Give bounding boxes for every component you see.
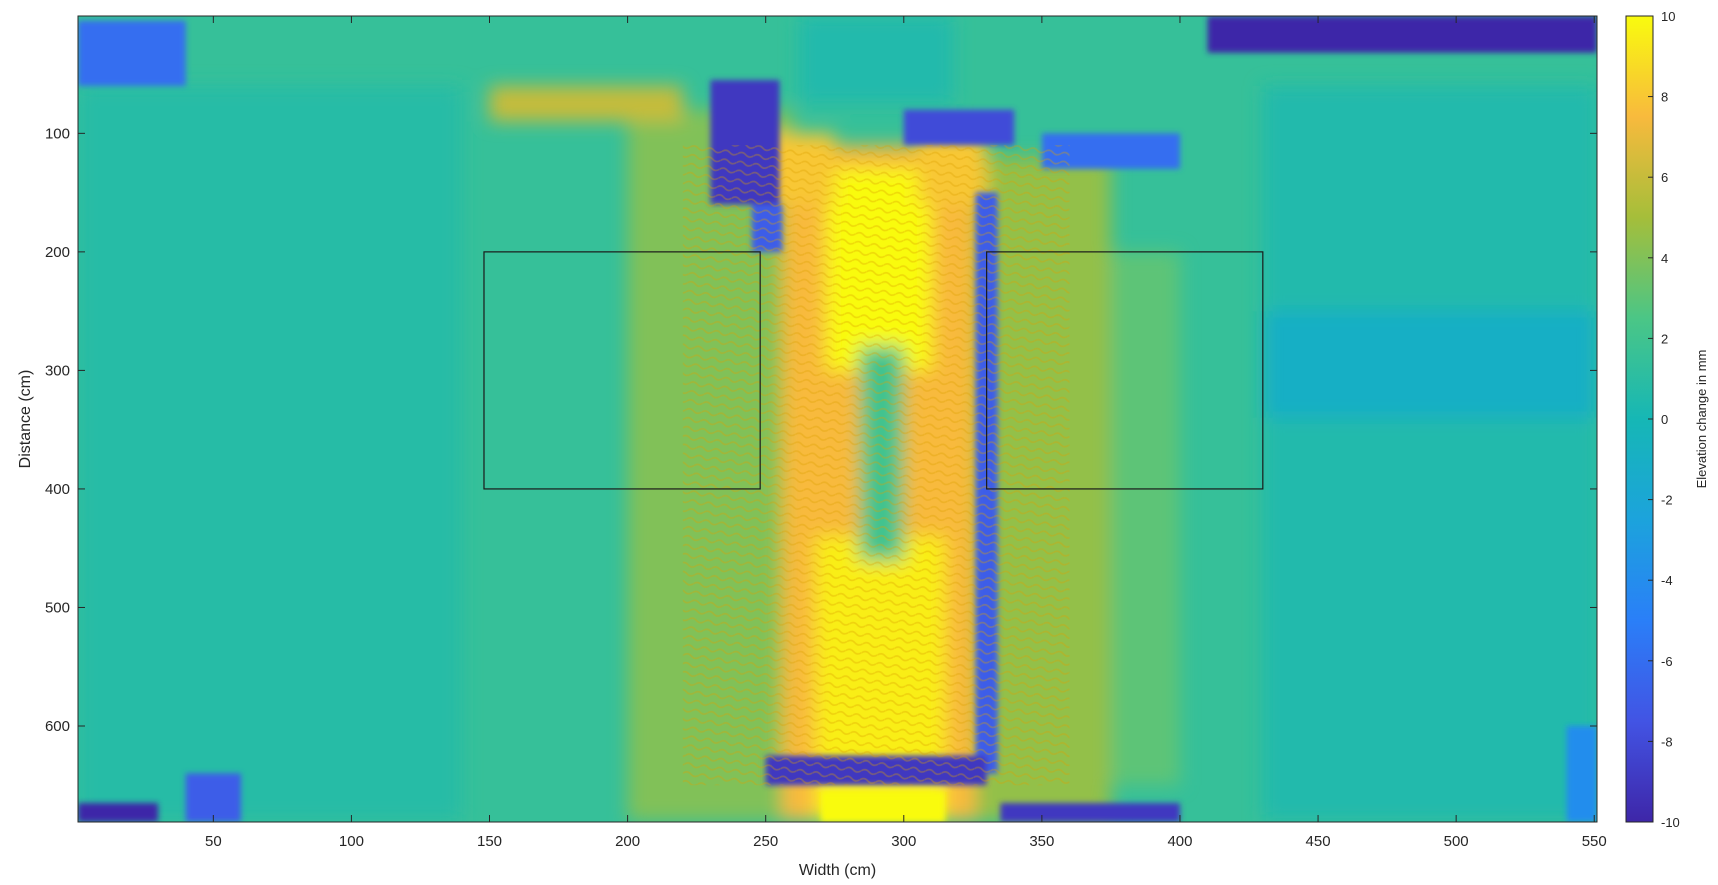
- colorbar-tick-label: -4: [1661, 573, 1673, 588]
- x-tick-label: 500: [1444, 833, 1469, 850]
- x-tick-label: 50: [205, 833, 222, 850]
- ripple-texture: [682, 145, 1070, 786]
- colorbar-ticks: -10 -8 -6 -4 -2 0 2 4 6 8 10: [1648, 9, 1680, 830]
- x-tick-label: 400: [1167, 833, 1192, 850]
- colorbar-tick-label: 8: [1661, 90, 1668, 105]
- x-tick-label: 250: [753, 833, 778, 850]
- y-tick-label: 500: [45, 599, 70, 616]
- annotation-rectangles: [483, 251, 1264, 490]
- x-tick-label: 200: [615, 833, 640, 850]
- x-axis: 50 100 150 200 250 300 350 400 450 500 550: [205, 16, 1607, 850]
- field-patch: [78, 85, 462, 821]
- x-tick-label: 100: [339, 833, 364, 850]
- field-patch: [903, 109, 1015, 146]
- colorbar-tick-label: 2: [1661, 331, 1668, 346]
- field-patch: [78, 20, 186, 86]
- colorbar-tick-label: 4: [1661, 251, 1668, 266]
- field-patch: [1207, 16, 1597, 53]
- field-patch: [1110, 251, 1180, 786]
- field-patch: [798, 16, 954, 104]
- field-patch: [820, 791, 946, 822]
- y-tick-label: 100: [45, 125, 70, 142]
- field-patch: [1000, 803, 1180, 822]
- y-axis: 100 200 300 400 500 600: [45, 125, 1597, 735]
- colorbar-tick-label: -2: [1661, 493, 1673, 508]
- y-axis-label: Distance (cm): [17, 370, 34, 469]
- plot-frame: [77, 15, 1598, 823]
- colorbar-tick-label: -8: [1661, 734, 1673, 749]
- y-tick-label: 400: [45, 481, 70, 498]
- colorbar-tick-label: 6: [1661, 170, 1668, 185]
- field-patch: [185, 773, 241, 822]
- field-patch: [1566, 725, 1597, 822]
- y-tick-label: 200: [45, 244, 70, 261]
- y-tick-label: 300: [45, 362, 70, 379]
- colorbar-tick-label: -6: [1661, 654, 1673, 669]
- x-axis-label: Width (cm): [799, 862, 876, 879]
- field-patch: [1262, 311, 1597, 418]
- field-patch: [78, 803, 159, 822]
- y-tick-label: 600: [45, 718, 70, 735]
- colorbar-tick-label: 10: [1661, 9, 1675, 24]
- x-tick-label: 150: [477, 833, 502, 850]
- heatmap-field: [78, 16, 1597, 822]
- field-patch: [489, 85, 683, 122]
- x-tick-label: 300: [891, 833, 916, 850]
- roi-rectangle: [986, 251, 1264, 490]
- colorbar-label: Elevation change in mm: [1694, 350, 1709, 489]
- x-tick-label: 450: [1306, 833, 1331, 850]
- colorbar-tick-label: -10: [1661, 815, 1680, 830]
- x-tick-label: 350: [1029, 833, 1054, 850]
- colorbar-tick-label: 0: [1661, 412, 1668, 427]
- roi-rectangle: [483, 251, 761, 490]
- x-tick-label: 550: [1582, 833, 1607, 850]
- field-patch: [1262, 85, 1597, 821]
